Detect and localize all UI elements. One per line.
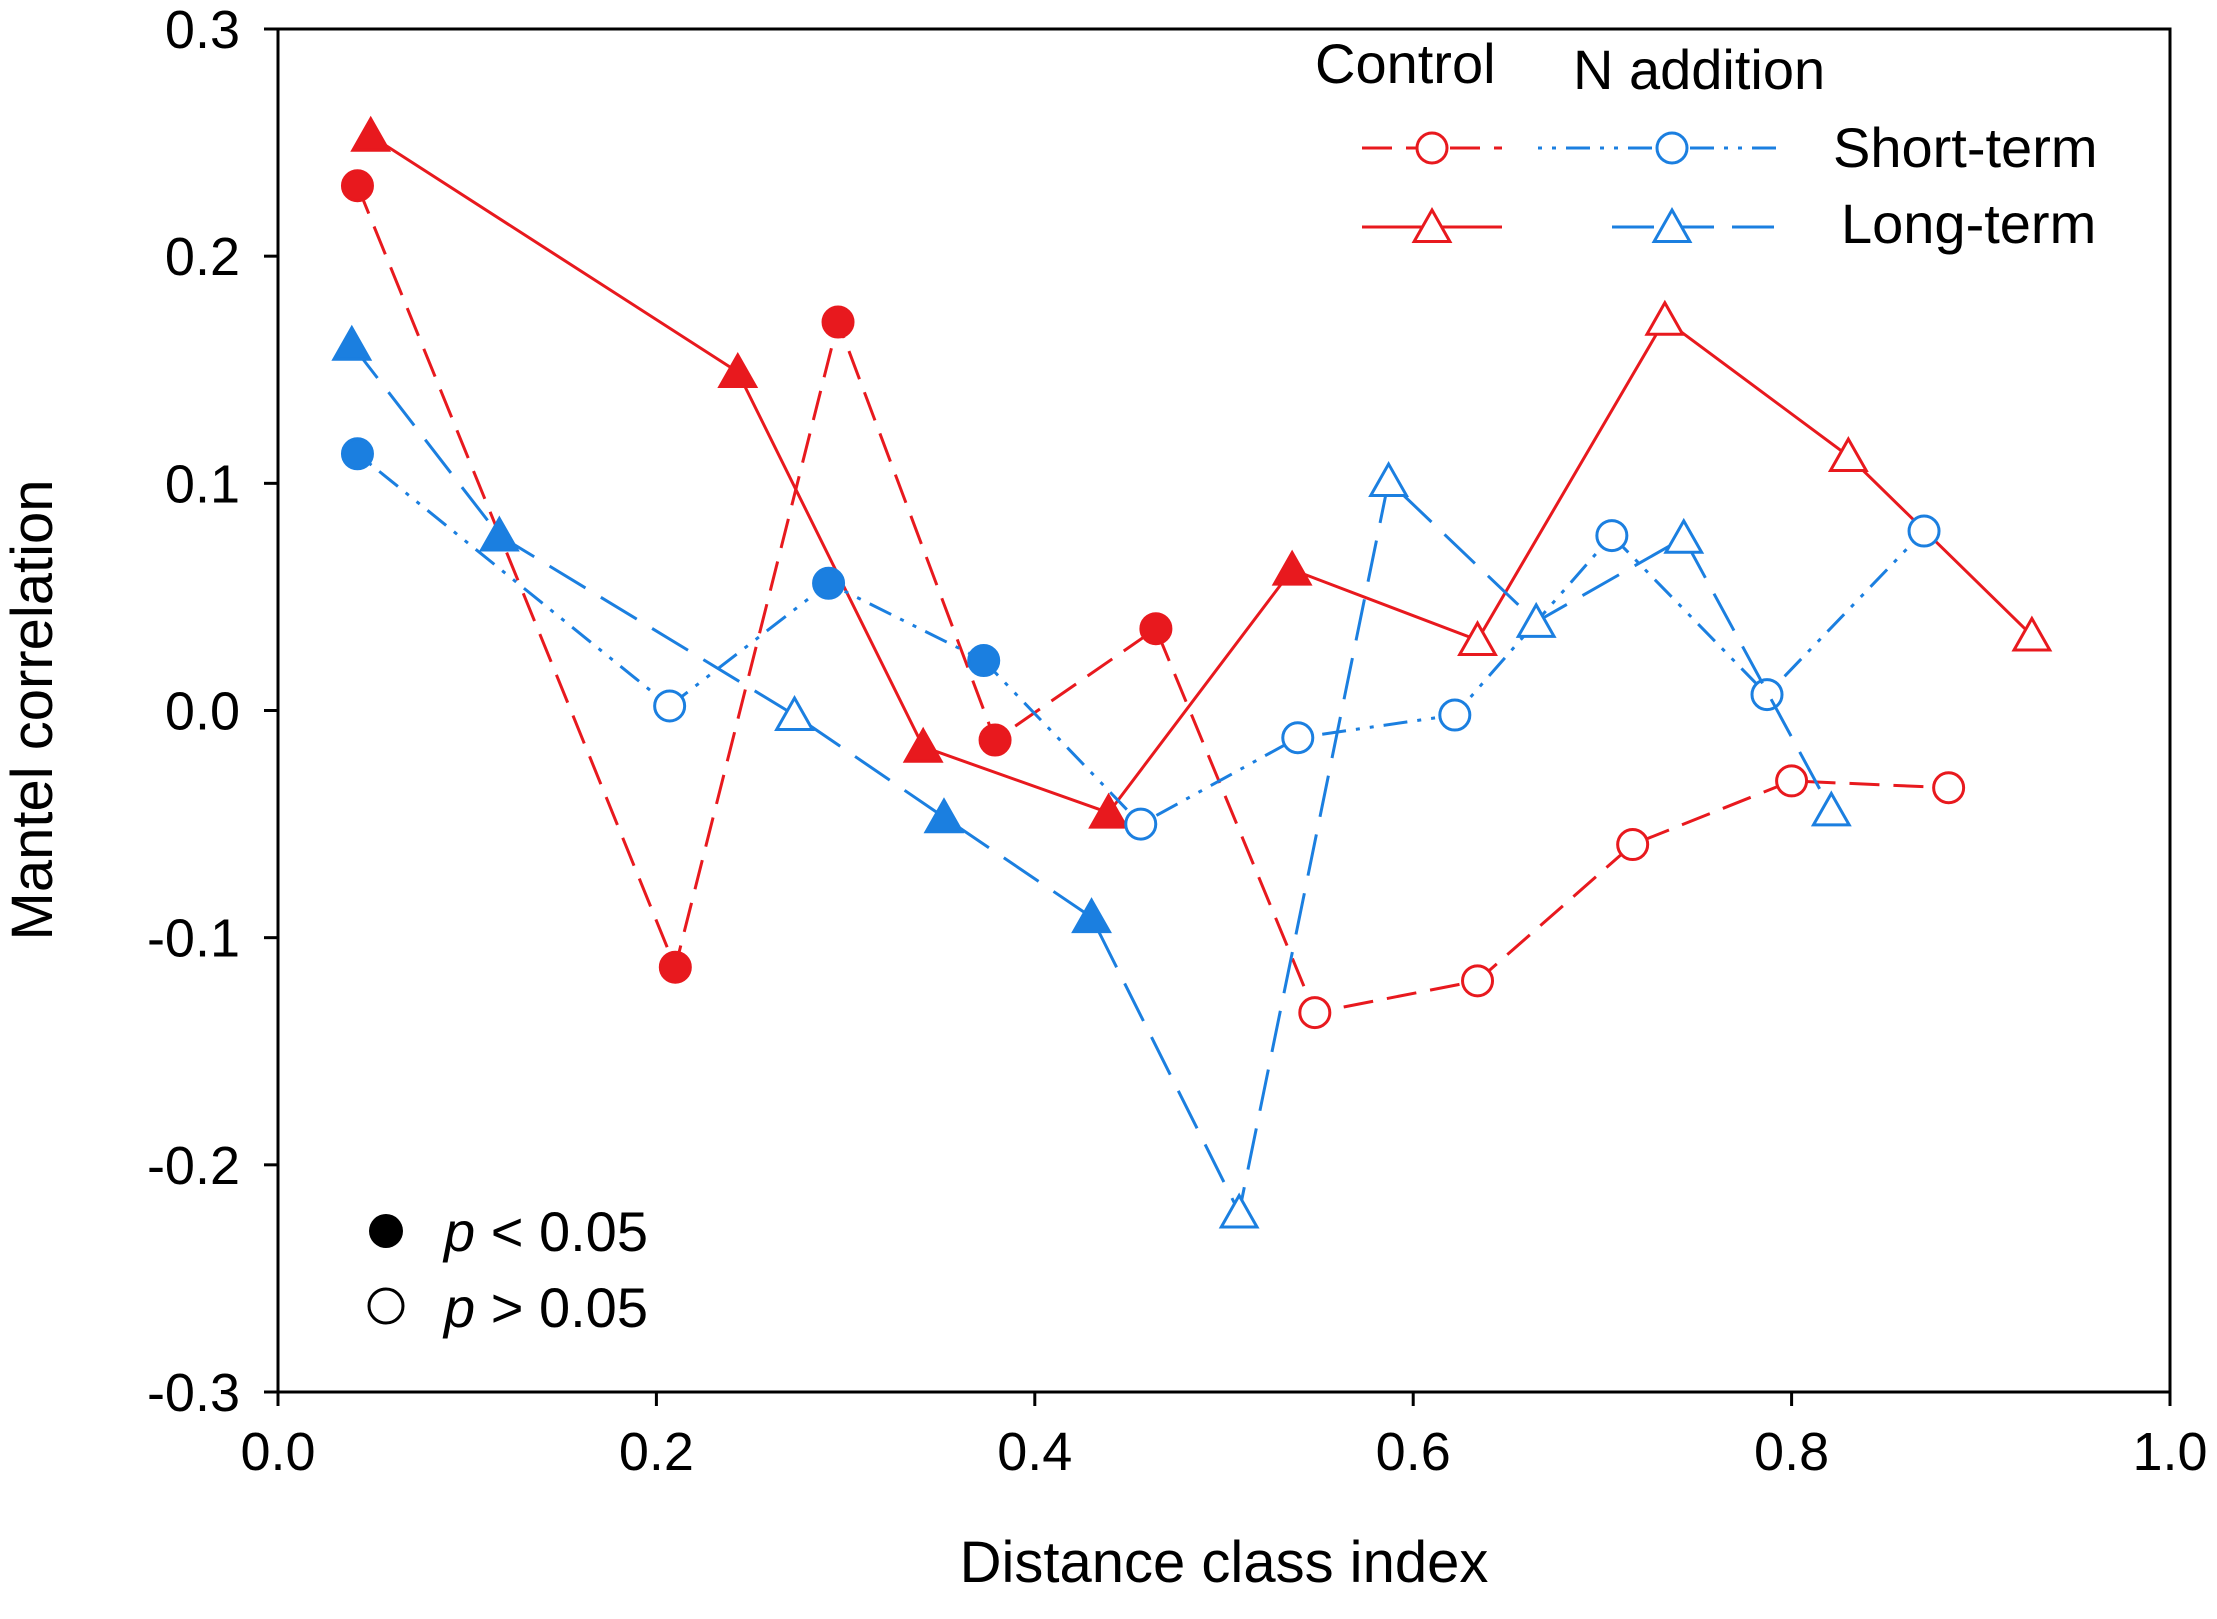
data-point <box>478 515 520 552</box>
data-point <box>1932 771 1966 805</box>
series-layer <box>331 115 2053 1229</box>
data-point <box>812 566 846 600</box>
legend-swatch-marker <box>1411 206 1453 243</box>
series-n-addition-long-term <box>331 324 1852 1229</box>
data-point <box>340 437 374 471</box>
legend-label-long-term: Long-term <box>1841 192 2096 255</box>
x-tick-label: 0.0 <box>240 1422 315 1482</box>
series-line <box>350 343 1833 1218</box>
y-tick-label: 0.3 <box>165 0 240 60</box>
data-point <box>1281 721 1315 755</box>
data-point <box>1750 678 1784 712</box>
legend-p-less: p < 0.05 <box>442 1200 648 1263</box>
data-point <box>717 351 759 388</box>
legend-p-greater: p > 0.05 <box>442 1276 648 1339</box>
x-tick-label: 0.8 <box>1754 1422 1829 1482</box>
legend: Control N addition Short-term Long-term … <box>367 32 2098 1339</box>
x-tick-label: 0.6 <box>1376 1422 1451 1482</box>
data-point <box>902 726 944 763</box>
series-line <box>369 134 2033 815</box>
data-point <box>1088 792 1130 829</box>
data-point <box>923 797 965 834</box>
p-threshold: < 0.05 <box>475 1200 648 1263</box>
data-point <box>1663 517 1705 554</box>
data-point <box>1644 299 1686 336</box>
series-control-long-term <box>350 115 2053 829</box>
data-point <box>1616 828 1650 862</box>
legend-header-control: Control <box>1315 32 1496 95</box>
data-point <box>1827 436 1869 473</box>
x-tick-label: 0.2 <box>619 1422 694 1482</box>
series-line <box>356 185 1949 1015</box>
data-point <box>1124 807 1158 841</box>
data-point <box>1438 698 1472 732</box>
data-point <box>1271 549 1313 586</box>
y-axis-title: Mantel correlation <box>0 480 65 941</box>
legend-swatches <box>1362 131 1785 243</box>
data-point <box>350 115 392 152</box>
data-point <box>967 644 1001 678</box>
data-point <box>1218 1192 1260 1229</box>
data-point <box>340 169 374 203</box>
y-tick-label: -0.3 <box>147 1363 240 1423</box>
x-tick-label: 1.0 <box>2132 1422 2207 1482</box>
y-tick-label: 0.1 <box>165 454 240 514</box>
series-control-short-term <box>340 169 1966 1030</box>
y-tick-label: -0.1 <box>147 909 240 969</box>
data-point <box>821 305 855 339</box>
data-point <box>1810 790 1852 827</box>
data-point <box>1595 519 1629 553</box>
data-point <box>658 950 692 984</box>
p-threshold: > 0.05 <box>475 1276 648 1339</box>
data-point <box>1298 996 1332 1030</box>
data-point <box>1139 612 1173 646</box>
legend-header-n-addition: N addition <box>1573 38 1825 101</box>
data-point <box>1071 897 1112 934</box>
series-line <box>356 452 1926 826</box>
data-point <box>978 723 1012 757</box>
y-tick-label: 0.2 <box>165 227 240 287</box>
legend-label-short-term: Short-term <box>1833 116 2098 179</box>
x-tick-label: 0.4 <box>997 1422 1072 1482</box>
data-point <box>1457 620 1498 657</box>
series-n-addition-short-term <box>340 437 1941 841</box>
axis-ticks: 0.0 0.2 0.4 0.6 0.8 1.0 -0.3 -0.2 -0.1 0.0 0.1 0.2 0… <box>147 0 2208 1482</box>
p-symbol: p <box>442 1276 475 1339</box>
legend-swatch-marker <box>1655 131 1689 165</box>
data-point <box>774 695 815 731</box>
y-tick-label: 0.0 <box>165 682 240 742</box>
significant-marker <box>369 1214 403 1248</box>
nonsignificant-marker <box>367 1287 405 1325</box>
data-point <box>1515 601 1557 638</box>
legend-swatch-marker <box>1415 131 1449 165</box>
data-point <box>653 689 687 723</box>
data-point <box>1461 964 1495 998</box>
x-axis-title: Distance class index <box>960 1530 1489 1595</box>
data-point <box>1907 514 1941 548</box>
data-point <box>2011 615 2053 652</box>
data-point <box>1368 461 1410 498</box>
data-point <box>331 324 373 361</box>
data-point <box>1775 764 1809 798</box>
legend-swatch-marker <box>1651 206 1693 243</box>
y-tick-label: -0.2 <box>147 1136 240 1196</box>
p-symbol: p <box>442 1200 475 1263</box>
